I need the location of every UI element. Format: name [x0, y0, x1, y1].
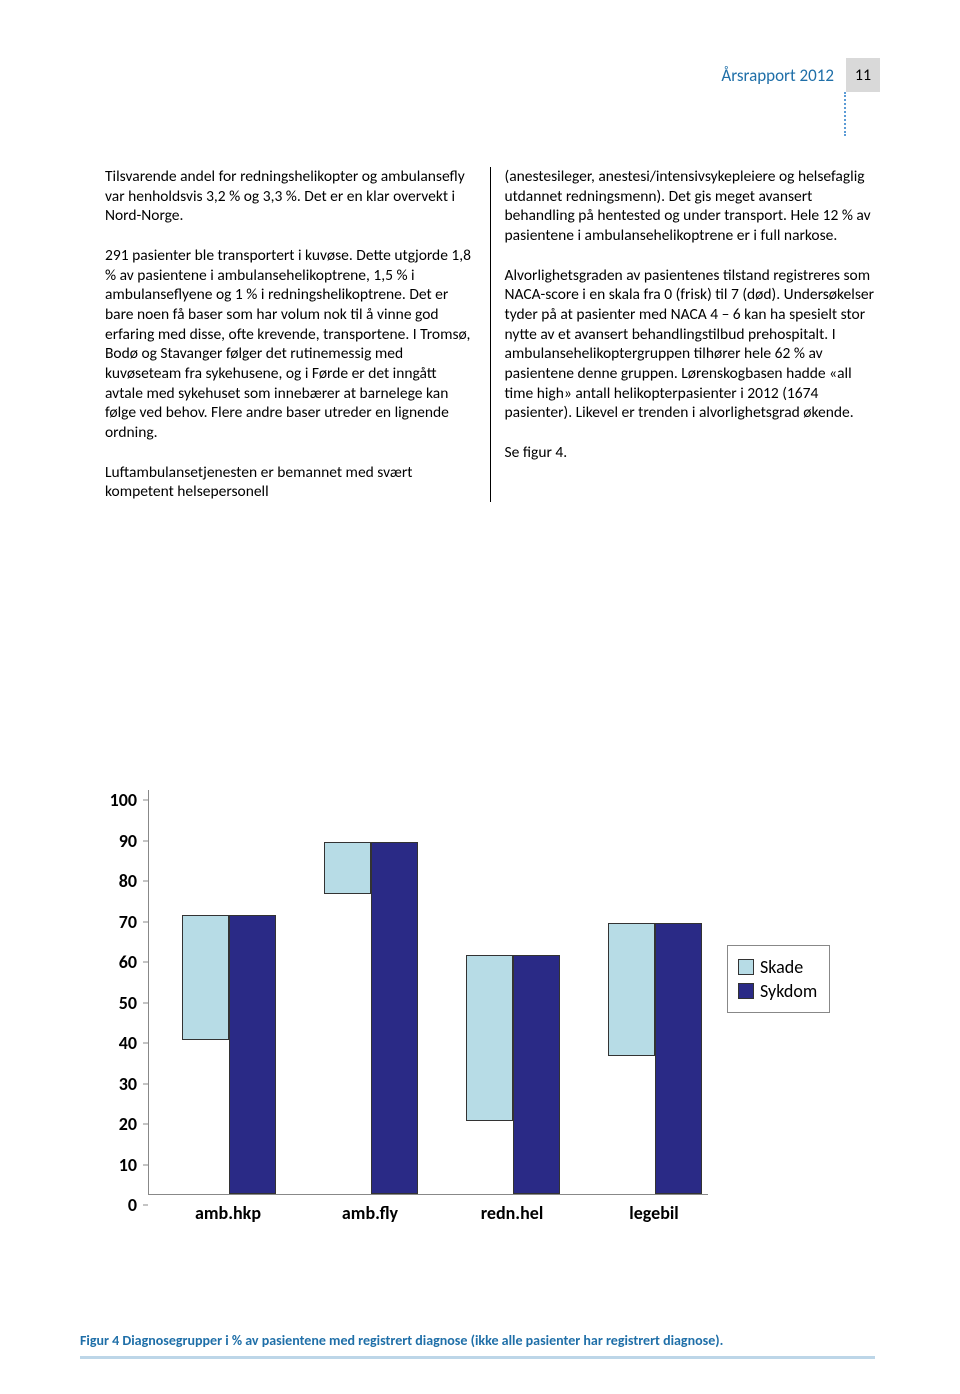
bar — [324, 842, 371, 895]
y-tick-label: 70 — [119, 911, 137, 933]
caption-underline — [80, 1356, 875, 1359]
y-tick-label: 60 — [119, 951, 137, 973]
bar-group — [324, 842, 418, 1194]
legend-swatch — [738, 983, 754, 999]
page-number: 11 — [846, 58, 880, 92]
chart-legend: Skade Sykdom — [727, 945, 830, 1013]
legend-label: Sykdom — [760, 980, 817, 1002]
y-tick-label: 0 — [128, 1194, 137, 1216]
bar — [608, 923, 655, 1057]
x-tick-label: amb.fly — [342, 1202, 398, 1224]
paragraph: Alvorlighetsgraden av pasientenes tilsta… — [505, 266, 876, 423]
bar — [182, 915, 229, 1041]
paragraph: 291 pasienter ble transportert i kuvøse.… — [105, 246, 476, 443]
y-axis-ticks: 0102030405060708090100 — [95, 790, 143, 1195]
page-header: Årsrapport 2012 11 — [721, 58, 880, 92]
bar — [655, 923, 702, 1194]
header-dotted-divider — [844, 92, 846, 136]
bar-group — [182, 915, 276, 1194]
y-tick-label: 10 — [119, 1154, 137, 1176]
chart-plot-area — [148, 790, 708, 1195]
column-right: (anestesileger, anestesi/intensivsykeple… — [491, 167, 876, 502]
y-tick-label: 90 — [119, 830, 137, 852]
figure-4-chart: 0 10 20 30 40 50 60 70 80 90 100 amb.hkp amb.fly red… — [95, 780, 865, 1240]
column-left: Tilsvarende andel for redningshelikopter… — [105, 167, 491, 502]
x-tick-label: redn.hel — [481, 1202, 544, 1224]
chart-bars — [149, 790, 708, 1194]
bar — [466, 955, 513, 1121]
x-axis-labels: amb.hkp amb.fly redn.hel legebil — [148, 1202, 708, 1232]
bar — [371, 842, 418, 1194]
legend-swatch — [738, 959, 754, 975]
bar-group — [608, 923, 702, 1194]
legend-label: Skade — [760, 956, 803, 978]
y-tick-label: 30 — [119, 1073, 137, 1095]
paragraph: Se figur 4. — [505, 443, 876, 463]
bar-group — [466, 955, 560, 1194]
header-title: Årsrapport 2012 — [721, 65, 834, 86]
y-tick-label: 20 — [119, 1113, 137, 1135]
x-tick-label: amb.hkp — [195, 1202, 261, 1224]
legend-item-sykdom: Sykdom — [738, 980, 817, 1002]
y-tick-label: 100 — [110, 789, 137, 811]
figure-caption: Figur 4 Diagnosegrupper i % av pasienten… — [80, 1332, 723, 1349]
y-tick-label: 40 — [119, 1032, 137, 1054]
legend-item-skade: Skade — [738, 956, 817, 978]
bar — [513, 955, 560, 1194]
y-tick-label: 50 — [119, 992, 137, 1014]
body-columns: Tilsvarende andel for redningshelikopter… — [105, 167, 875, 502]
paragraph: Luftambulansetjenesten er bemannet med s… — [105, 463, 476, 502]
paragraph: Tilsvarende andel for redningshelikopter… — [105, 167, 476, 226]
x-tick-label: legebil — [629, 1202, 678, 1224]
paragraph: (anestesileger, anestesi/intensivsykeple… — [505, 167, 876, 246]
bar — [229, 915, 276, 1194]
y-tick-label: 80 — [119, 870, 137, 892]
